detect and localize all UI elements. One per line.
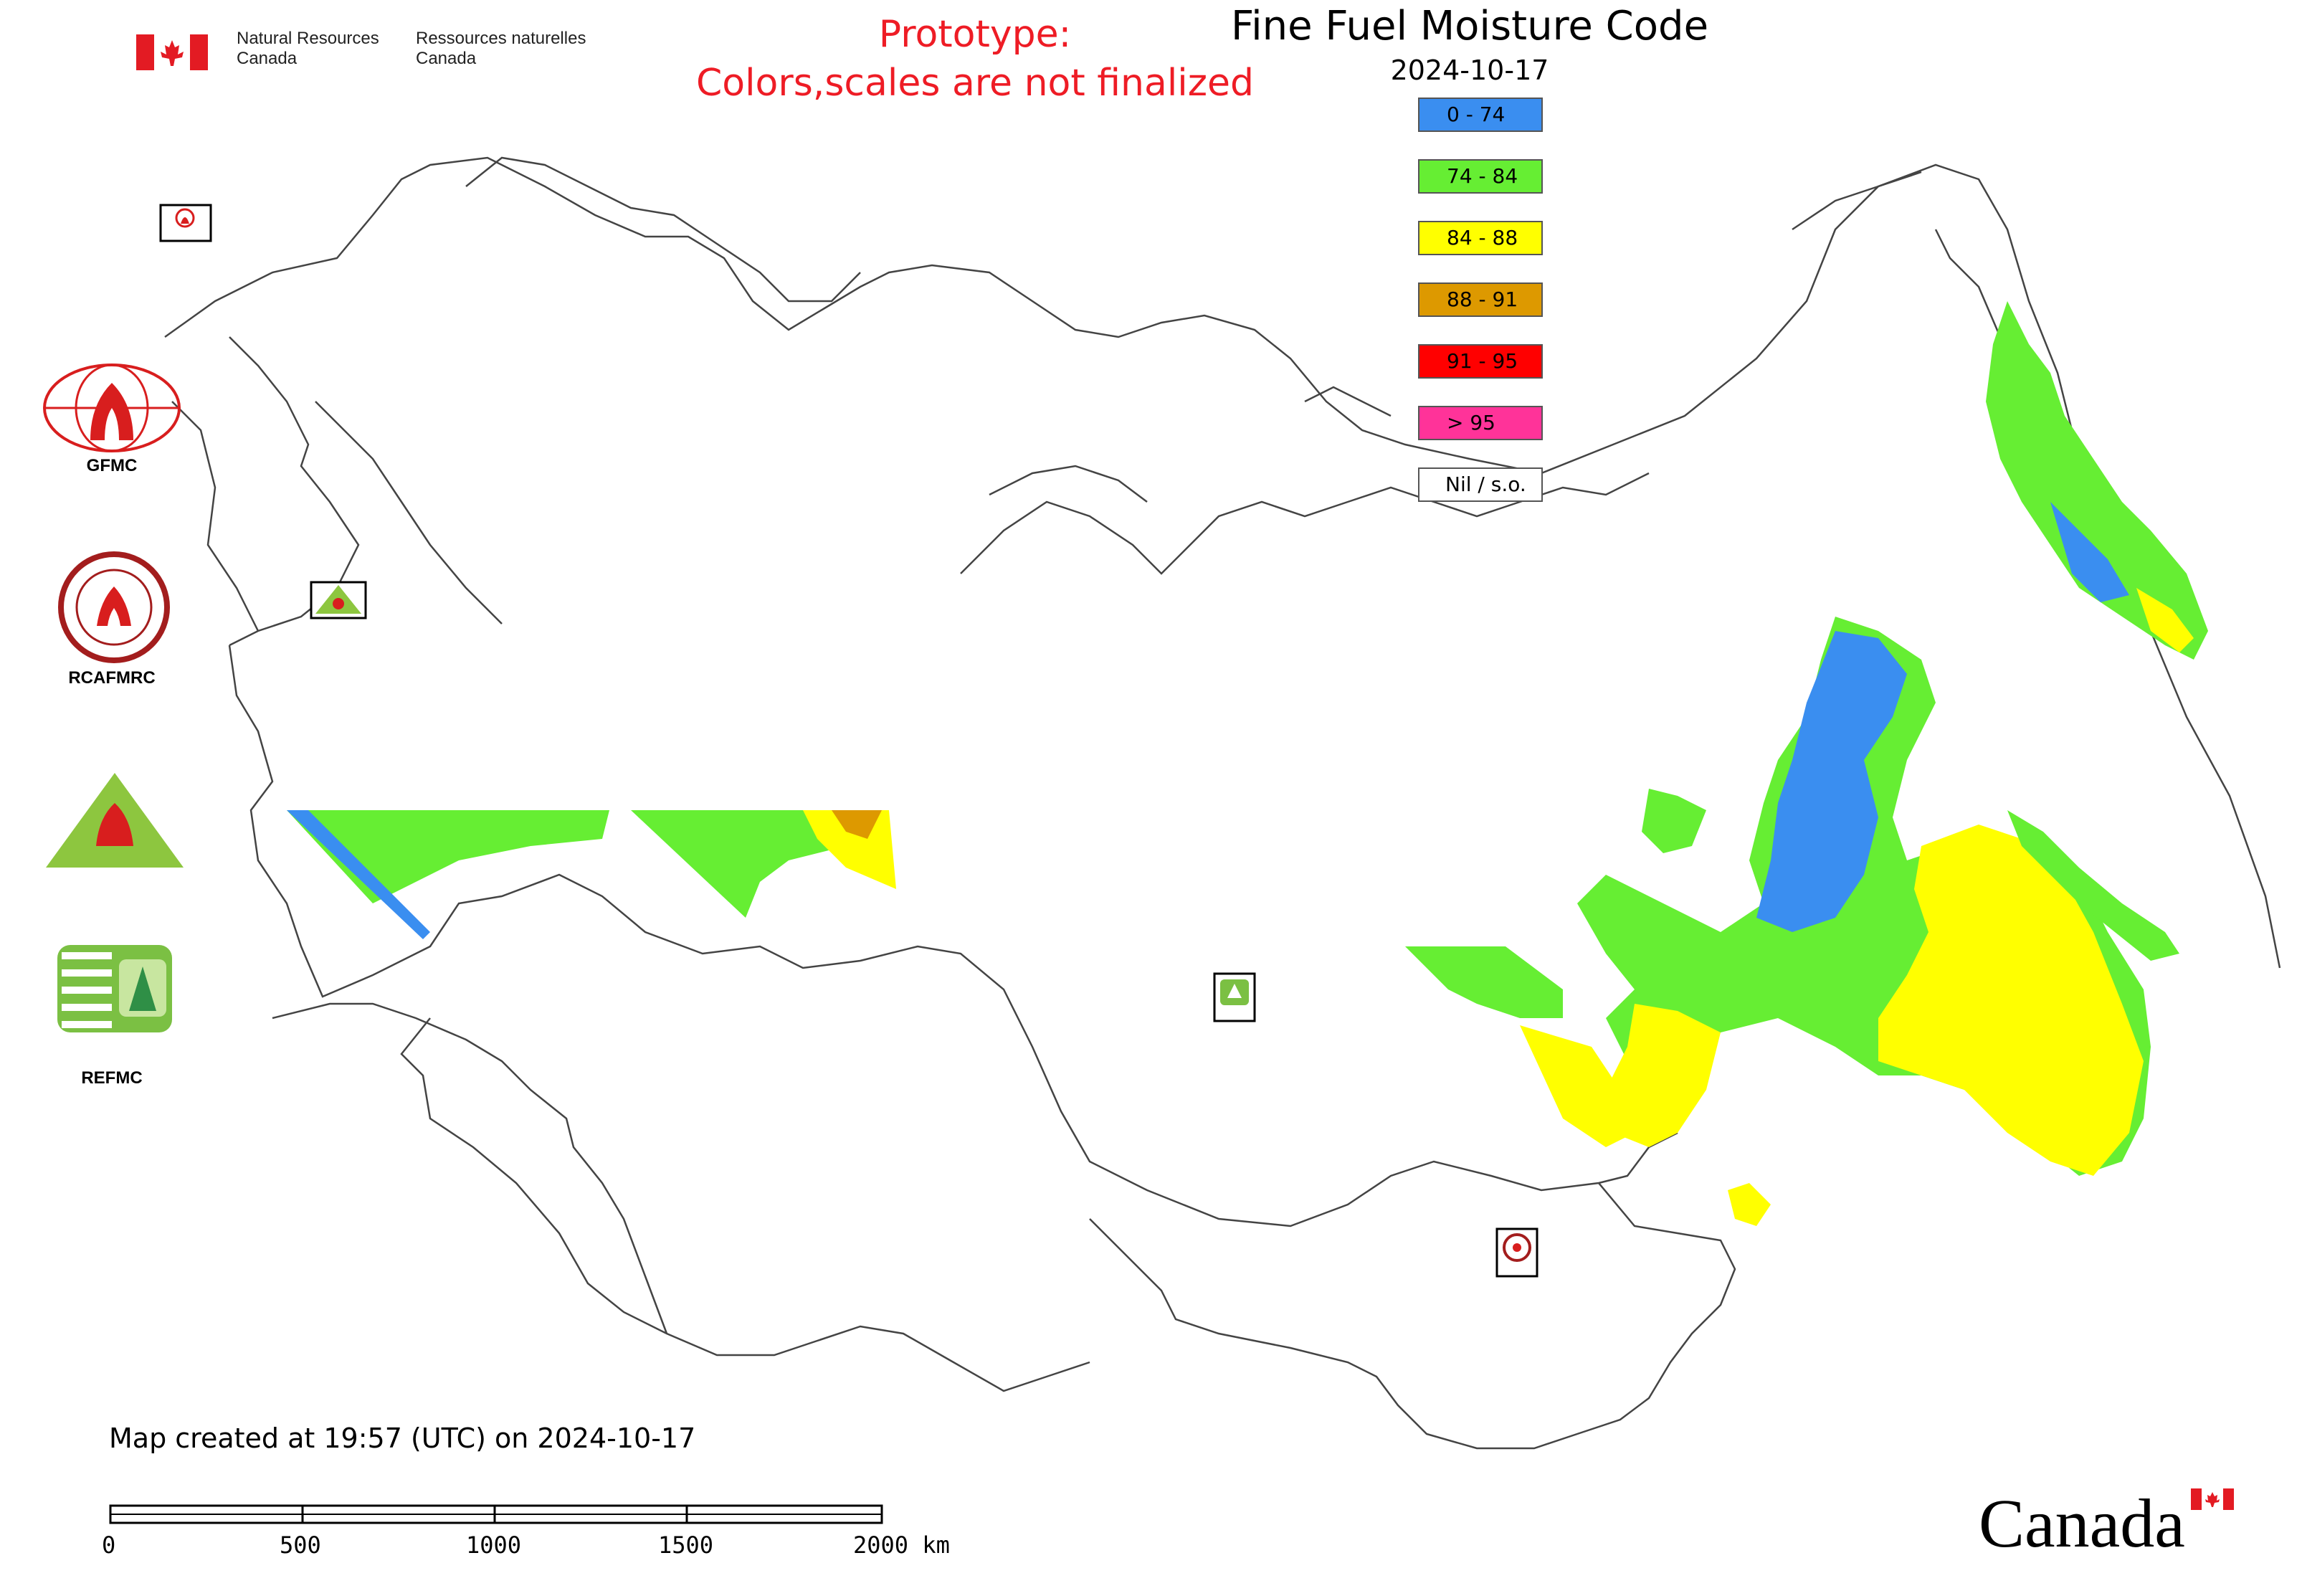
gfmc-label: GFMC (86, 456, 138, 475)
ffmc-zone-88-91 (832, 810, 882, 839)
legend-label: 74 - 84 (1447, 164, 1518, 188)
rcafmrc-label: RCAFMRC (68, 668, 156, 688)
ffmc-zone-74-84 (1986, 301, 2208, 660)
legend-item-84-88: 84 - 88 (1418, 221, 1543, 255)
map-date: 2024-10-17 (1390, 54, 1549, 86)
scale-tick-0: 0 (102, 1531, 116, 1559)
refmc-label: REFMC (81, 1068, 143, 1088)
agency-name-en: Natural Resources Canada (237, 29, 379, 69)
map-title: Fine Fuel Moisture Code (1230, 3, 1709, 49)
legend-item-74-84: 74 - 84 (1418, 159, 1543, 194)
rcafmrc-logo[interactable] (57, 551, 171, 664)
ffmc-zone-0-74 (2050, 502, 2129, 602)
gfmc-marker-icon[interactable] (159, 204, 212, 242)
legend-item-91-95: 91 - 95 (1418, 344, 1543, 379)
ffmc-zone-84-88 (1728, 1183, 1771, 1226)
canada-wordmark-text: Canada (1979, 1485, 2185, 1562)
legend-label: > 95 (1447, 411, 1495, 434)
ffmc-zone-84-88 (1878, 825, 2144, 1176)
ffmc-zone-84-88 (803, 810, 896, 889)
legend-label: 88 - 91 (1447, 288, 1518, 311)
agency-name-fr: Ressources naturelles Canada (416, 29, 586, 69)
legend-item-88-91: 88 - 91 (1418, 282, 1543, 317)
legend-item-gt-95: > 95 (1418, 406, 1543, 440)
ffmc-zone-84-88 (2136, 588, 2194, 652)
scale-bar (109, 1504, 883, 1524)
ffmc-zone-74-84 (2007, 810, 2179, 961)
reefmc-marker-icon[interactable] (310, 581, 367, 619)
agency-en-line1: Natural Resources (237, 29, 379, 48)
nrcan-header: Natural Resources Canada Ressources natu… (136, 29, 609, 79)
agency-fr-line1: Ressources naturelles (416, 29, 586, 48)
legend-item-nil: Nil / s.o. (1418, 467, 1543, 502)
scale-tick-1500: 1500 (658, 1531, 714, 1559)
legend-label: 91 - 95 (1447, 349, 1518, 373)
legend-label: 0 - 74 (1447, 103, 1506, 126)
scale-tick-500: 500 (280, 1531, 321, 1559)
ffmc-overlay (287, 301, 2208, 1226)
ffmc-zone-74-84 (287, 810, 609, 903)
ffmc-zone-84-88 (1606, 1004, 1721, 1147)
rcafmrc-marker-icon[interactable] (1495, 1227, 1538, 1278)
agency-fr-line2: Canada (416, 49, 477, 68)
refmc-logo[interactable] (57, 945, 172, 1032)
agency-en-line2: Canada (237, 49, 298, 68)
country-boundaries (164, 156, 2281, 1450)
ffmc-zone-74-84 (1642, 789, 1706, 853)
legend-item-0-74: 0 - 74 (1418, 98, 1543, 132)
canada-wordmark: Canada (1979, 1484, 2237, 1563)
ffmc-zone-84-88 (1520, 1025, 1635, 1147)
ffmc-zone-0-74 (1756, 631, 1907, 932)
prototype-note-line1: Prototype: (878, 13, 1072, 56)
gfmc-logo[interactable] (40, 361, 184, 455)
arctic-coastline (465, 156, 2002, 575)
ffmc-zone-74-84 (1405, 946, 1563, 1018)
scale-tick-2000: 2000 km (853, 1531, 950, 1559)
legend-label: Nil / s.o. (1445, 472, 1526, 496)
scale-tick-1000: 1000 (466, 1531, 522, 1559)
canada-flag-icon (136, 34, 208, 70)
refmc-marker-icon[interactable] (1213, 972, 1256, 1022)
prototype-note-line2: Colors,scales are not finalized (695, 62, 1255, 105)
ffmc-zone-0-74 (287, 810, 430, 939)
reefmc-logo[interactable] (39, 767, 191, 875)
canada-flag-icon (2191, 1488, 2234, 1510)
ffmc-zone-74-84 (631, 810, 846, 918)
legend-label: 84 - 88 (1447, 226, 1518, 250)
map-created-note: Map created at 19:57 (UTC) on 2024-10-17 (109, 1422, 696, 1454)
